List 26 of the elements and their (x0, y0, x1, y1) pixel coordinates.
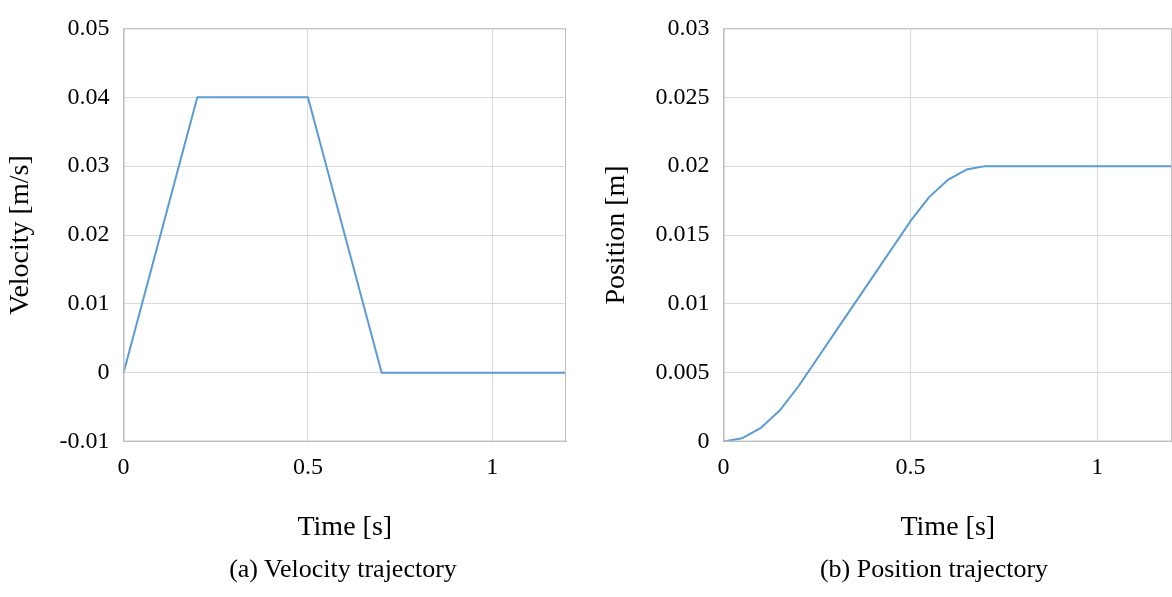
x-tick-label: 0.5 (292, 453, 323, 480)
y-tick-label: 0.015 (655, 220, 710, 247)
y-tick-label: 0.04 (67, 82, 110, 109)
y-tick-label: 0.02 (67, 220, 110, 247)
y-tick-label: 0.05 (67, 13, 110, 40)
y-tick-label: 0.025 (655, 82, 710, 109)
x-axis-title: Time [s] (900, 509, 996, 541)
y-tick-label: 0.02 (667, 151, 710, 178)
text: (b) Position trajectory (818, 554, 1050, 584)
y-tick-label: 0.01 (67, 289, 110, 316)
y-tick-label: 0 (697, 426, 710, 453)
x-tick-label: 1 (486, 453, 499, 480)
y-tick-label: 0.03 (67, 151, 110, 178)
x-tick-label: 0 (117, 453, 130, 480)
x-tick-label: 0.5 (895, 453, 926, 480)
y-tick-label: 0 (97, 358, 110, 385)
x-axis-title: Time [s] (297, 509, 393, 541)
y-tick-label: 0.005 (655, 358, 710, 385)
y-axis-title: Velocity [m/s] (3, 155, 35, 315)
y-tick-label: 0.01 (667, 289, 710, 316)
x-tick-label: 0 (717, 453, 730, 480)
y-tick-label: 0.03 (667, 13, 710, 40)
text: (a) Velocity trajectory (228, 554, 458, 584)
x-tick-label: 1 (1091, 453, 1104, 480)
y-axis-title: Position [m] (599, 165, 631, 305)
y-tick-label: -0.01 (59, 426, 110, 453)
